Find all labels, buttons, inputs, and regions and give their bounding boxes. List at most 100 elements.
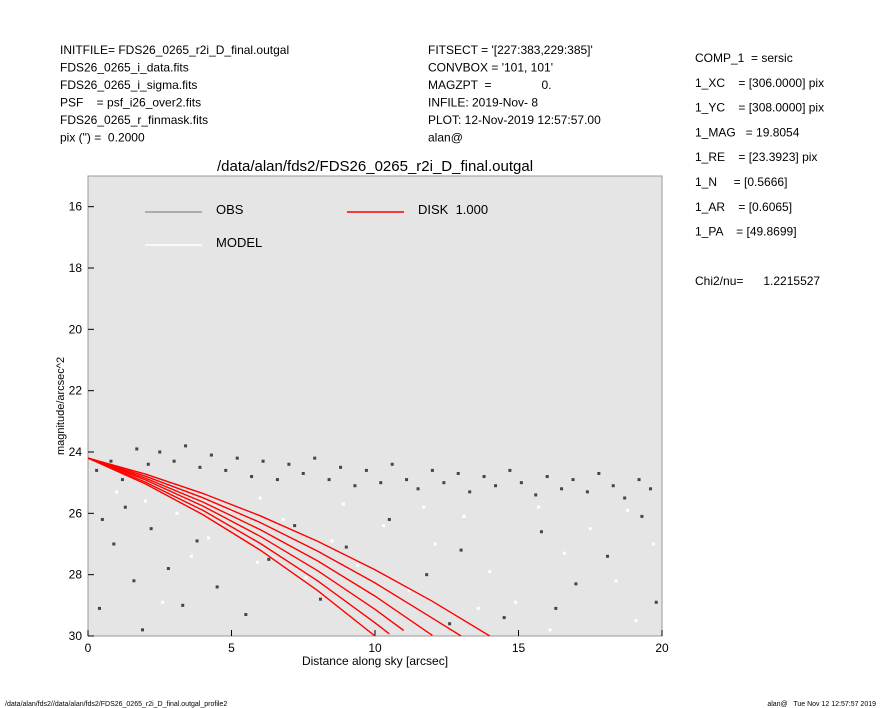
x-tick-label: 5 <box>228 641 235 655</box>
point <box>637 478 641 482</box>
y-tick-label: 20 <box>69 322 83 336</box>
x-tick-label: 10 <box>368 641 382 655</box>
point <box>301 471 305 475</box>
point <box>209 453 213 457</box>
plot-area <box>87 175 663 637</box>
chi2-text: Chi2/nu= 1.2215527 <box>695 274 820 288</box>
x-tick-label: 0 <box>85 641 92 655</box>
header-left-line: FDS26_0265_i_data.fits <box>60 61 189 75</box>
x-axis-label: Distance along sky [arcsec] <box>302 654 448 668</box>
header-right-line: COMP_1 = sersic <box>695 51 793 65</box>
legend-label: OBS <box>216 202 244 217</box>
point <box>207 536 211 540</box>
point <box>539 530 543 534</box>
point <box>390 462 394 466</box>
point <box>519 481 523 485</box>
header-left-line: PSF = psf_i26_over2.fits <box>60 96 201 110</box>
point <box>476 606 480 610</box>
point <box>416 487 420 491</box>
point <box>172 459 176 463</box>
disk-curve <box>88 457 376 636</box>
point <box>95 468 99 472</box>
disk-curve <box>88 457 390 635</box>
point <box>356 563 360 567</box>
point <box>244 613 248 617</box>
point <box>341 502 345 506</box>
point <box>327 478 331 482</box>
header-right-line: 1_YC = [308.0000] pix <box>695 101 824 115</box>
point <box>195 539 199 543</box>
point <box>462 514 466 518</box>
point <box>626 508 630 512</box>
point <box>649 487 653 491</box>
point <box>571 478 575 482</box>
point <box>640 514 644 518</box>
point <box>261 459 265 463</box>
y-tick-label: 22 <box>69 384 83 398</box>
point <box>433 542 437 546</box>
y-tick-label: 26 <box>69 506 83 520</box>
point <box>379 481 383 485</box>
point <box>548 628 552 632</box>
point <box>293 524 297 528</box>
point <box>100 517 104 521</box>
point <box>611 484 615 488</box>
header-right-line: 1_RE = [23.3923] pix <box>695 150 817 164</box>
header-middle-line: MAGZPT = 0. <box>428 78 551 92</box>
header-right-line: 1_MAG = 19.8054 <box>695 125 800 139</box>
plot-marks <box>88 444 658 636</box>
header-middle-line: PLOT: 12-Nov-2019 12:57:57.00 <box>428 113 601 127</box>
point <box>115 490 119 494</box>
point <box>287 462 291 466</box>
legend-label: DISK 1.000 <box>418 202 488 217</box>
point <box>623 496 627 500</box>
y-tick-label: 24 <box>69 445 83 459</box>
header-middle-line: alan@ <box>428 131 463 145</box>
point <box>502 616 506 620</box>
point <box>382 524 386 528</box>
point <box>143 499 147 503</box>
y-tick-label: 18 <box>69 261 83 275</box>
disk-curve <box>88 457 462 636</box>
point <box>281 517 285 521</box>
point <box>112 542 116 546</box>
point <box>468 490 472 494</box>
point <box>120 478 124 482</box>
header-right-line: 1_AR = [0.6065] <box>695 200 792 214</box>
x-tick-label: 15 <box>512 641 526 655</box>
point <box>258 496 262 500</box>
point <box>353 484 357 488</box>
point <box>141 628 145 632</box>
point <box>456 471 460 475</box>
point <box>634 619 638 623</box>
point <box>422 505 426 509</box>
point <box>123 505 127 509</box>
point <box>184 444 188 448</box>
header-left-line: FDS26_0265_i_sigma.fits <box>60 78 197 92</box>
point <box>275 478 279 482</box>
point <box>166 567 170 571</box>
point <box>235 456 239 460</box>
y-tick-label: 28 <box>69 568 83 582</box>
point <box>255 560 259 564</box>
point <box>387 517 391 521</box>
disk-curve <box>88 457 491 636</box>
point <box>364 468 368 472</box>
point <box>132 579 136 583</box>
point <box>425 573 429 577</box>
point <box>330 539 334 543</box>
footer-left: /data/alan/fds2//data/alan/fds2/FDS26_02… <box>5 701 227 708</box>
point <box>250 475 254 479</box>
point <box>430 468 434 472</box>
header-right-line: 1_XC = [306.0000] pix <box>695 76 824 90</box>
point <box>442 481 446 485</box>
legend-label: MODEL <box>216 235 262 250</box>
disk-curve <box>88 457 433 636</box>
header-middle-line: CONVBOX = '101, 101' <box>428 61 553 75</box>
point <box>488 570 492 574</box>
point <box>339 465 343 469</box>
point <box>97 606 101 610</box>
header-left-line: INITFILE= FDS26_0265_r2i_D_final.outgal <box>60 43 289 57</box>
point <box>560 487 564 491</box>
point <box>224 468 228 472</box>
